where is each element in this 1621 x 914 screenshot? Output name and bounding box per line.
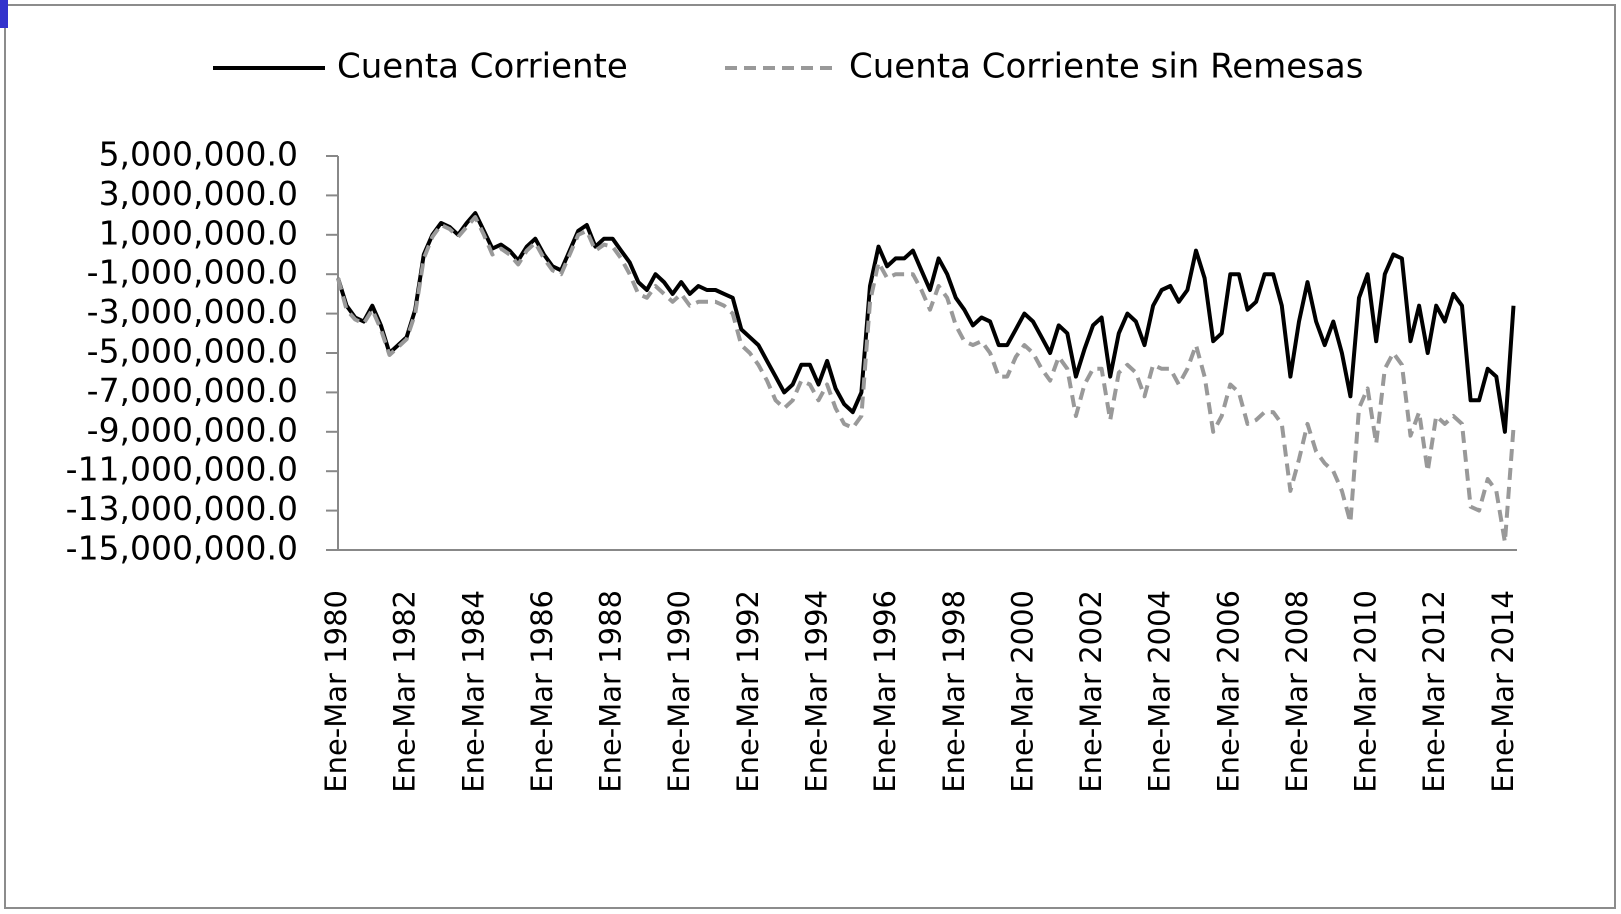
- series-line: [336, 215, 1516, 545]
- y-tick-label: -5,000,000.0: [87, 332, 298, 371]
- y-tick-label: 1,000,000.0: [99, 213, 298, 252]
- series-line: [336, 211, 1516, 434]
- x-tick-label: Ene-Mar 2008: [1280, 590, 1314, 793]
- legend-label: Cuenta Corriente: [337, 47, 628, 87]
- x-tick-label: Ene-Mar 2000: [1005, 590, 1039, 793]
- x-tick-label: Ene-Mar 1998: [937, 590, 971, 793]
- x-tick-label: Ene-Mar 1996: [868, 590, 902, 793]
- y-tick-label: -1,000,000.0: [87, 253, 298, 292]
- y-tick-label: -3,000,000.0: [87, 292, 298, 331]
- x-tick-label: Ene-Mar 2010: [1349, 590, 1383, 793]
- x-tick-label: Ene-Mar 2004: [1143, 590, 1177, 793]
- x-tick-label: Ene-Mar 2012: [1417, 590, 1451, 793]
- x-tick-label: Ene-Mar 1994: [799, 590, 833, 793]
- x-tick-label: Ene-Mar 1988: [594, 590, 628, 793]
- x-tick-label: Ene-Mar 1990: [662, 590, 696, 793]
- y-tick-label: -13,000,000.0: [66, 489, 298, 528]
- chart-frame: [4, 4, 1616, 909]
- x-tick-label: Ene-Mar 1980: [319, 590, 353, 793]
- y-tick-label: -9,000,000.0: [87, 410, 298, 449]
- x-tick-label: Ene-Mar 1984: [456, 590, 490, 793]
- x-tick-label: Ene-Mar 1992: [731, 590, 765, 793]
- x-tick-label: Ene-Mar 2006: [1211, 590, 1245, 793]
- corner-mark: [0, 0, 8, 28]
- y-tick-label: 5,000,000.0: [99, 135, 298, 174]
- legend-label: Cuenta Corriente sin Remesas: [849, 47, 1363, 87]
- y-tick-label: -11,000,000.0: [66, 450, 298, 489]
- y-tick-label: 3,000,000.0: [99, 174, 298, 213]
- x-tick-label: Ene-Mar 2014: [1486, 590, 1520, 793]
- y-tick-label: -7,000,000.0: [87, 371, 298, 410]
- x-tick-label: Ene-Mar 1986: [525, 590, 559, 793]
- x-tick-label: Ene-Mar 1982: [388, 590, 422, 793]
- x-tick-label: Ene-Mar 2002: [1074, 590, 1108, 793]
- y-tick-label: -15,000,000.0: [66, 529, 298, 568]
